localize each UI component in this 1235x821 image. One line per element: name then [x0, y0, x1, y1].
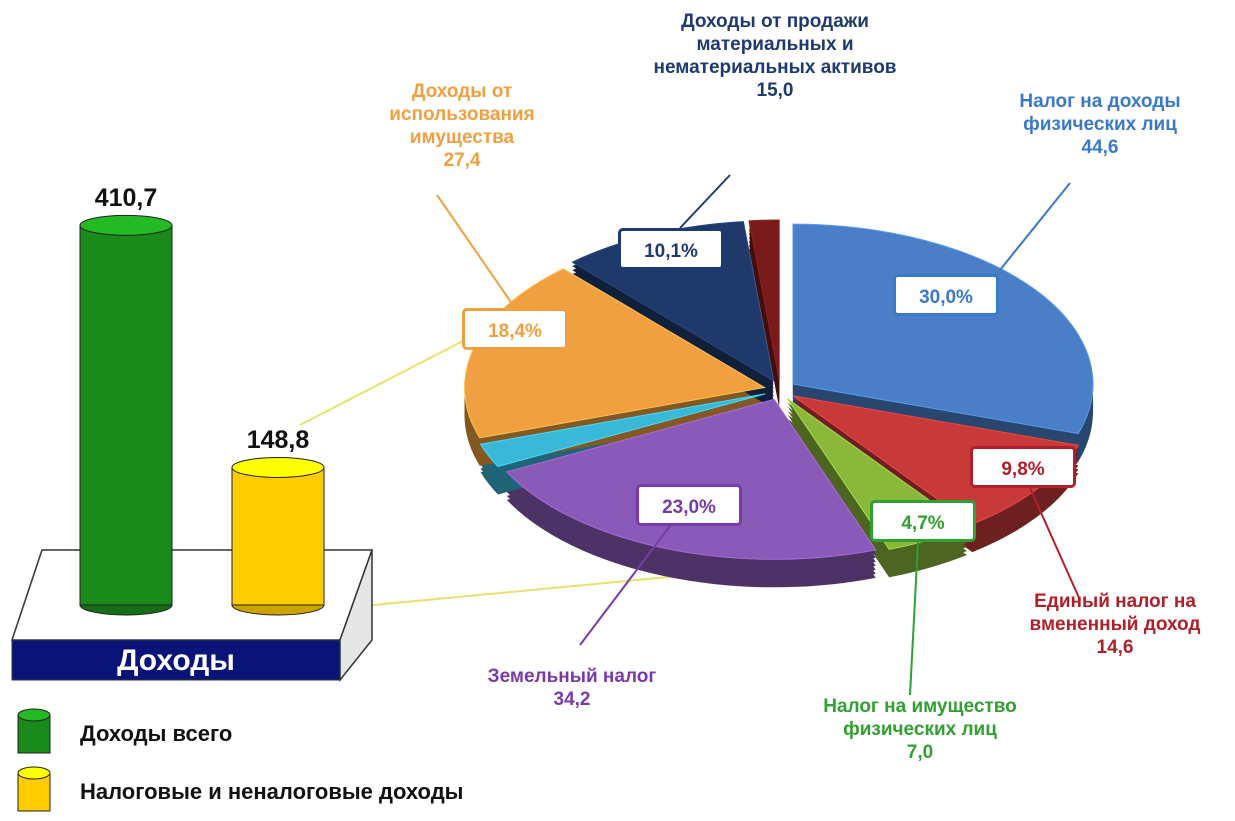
slice-name: Налог на имущество физических лиц — [823, 696, 1017, 740]
slice-amount: 44,6 — [1081, 137, 1119, 158]
slice-label: Единый налог на вмененный доход 14,6 — [990, 590, 1235, 659]
slice-label: Земельный налог 34,2 — [442, 665, 702, 711]
leader-line — [679, 174, 731, 229]
slice-name: Доходы от использования имущества — [389, 81, 535, 148]
cylinder-top — [79, 214, 173, 236]
slice-name: Земельный налог — [487, 666, 657, 687]
percent-label: 30,0% — [893, 274, 999, 316]
leader-line — [999, 182, 1071, 271]
slice-name: Доходы от продажи материальных и нематер… — [653, 11, 897, 78]
percent-label: 18,4% — [462, 308, 568, 350]
slice-amount: 34,2 — [553, 689, 591, 710]
percent-label: 9,8% — [970, 446, 1076, 488]
cylinder-top — [231, 456, 325, 478]
percent-label: 10,1% — [618, 228, 724, 270]
slice-amount: 27,4 — [443, 150, 481, 171]
slice-name: Единый налог на вмененный доход — [1029, 591, 1201, 635]
slice-amount: 15,0 — [756, 80, 794, 101]
slice-amount: 7,0 — [906, 742, 934, 763]
slice-label: Налог на доходы физических лиц 44,6 — [980, 90, 1220, 159]
leader-line — [436, 194, 516, 309]
percent-label: 23,0% — [636, 484, 742, 526]
legend-label: Налоговые и неналоговые доходы — [80, 779, 464, 804]
slice-amount: 14,6 — [1096, 637, 1134, 658]
legend-label: Доходы всего — [80, 721, 233, 746]
slice-label: Доходы от продажи материальных и нематер… — [645, 10, 905, 102]
bar — [79, 224, 173, 606]
leader-line — [909, 541, 919, 696]
slice — [792, 223, 1094, 435]
value-label: 148,8 — [247, 426, 310, 454]
leader-line — [579, 525, 671, 646]
slice-label: Доходы от использования имущества 27,4 — [362, 80, 562, 172]
legend-swatch-top — [17, 766, 51, 780]
bar — [231, 466, 325, 606]
legend-swatch-top — [17, 708, 51, 722]
slice — [748, 219, 780, 381]
percent-label: 4,7% — [870, 500, 976, 542]
platform-front — [11, 639, 341, 681]
leader-line — [1029, 487, 1081, 601]
slice — [479, 393, 766, 468]
slice-name: Налог на доходы физических лиц — [1019, 91, 1181, 135]
leader-line — [299, 339, 466, 426]
slice-label: Налог на имущество физических лиц 7,0 — [775, 695, 1065, 764]
platform-label: Доходы — [117, 644, 235, 677]
slice — [505, 398, 877, 560]
value-label: 410,7 — [95, 184, 158, 212]
